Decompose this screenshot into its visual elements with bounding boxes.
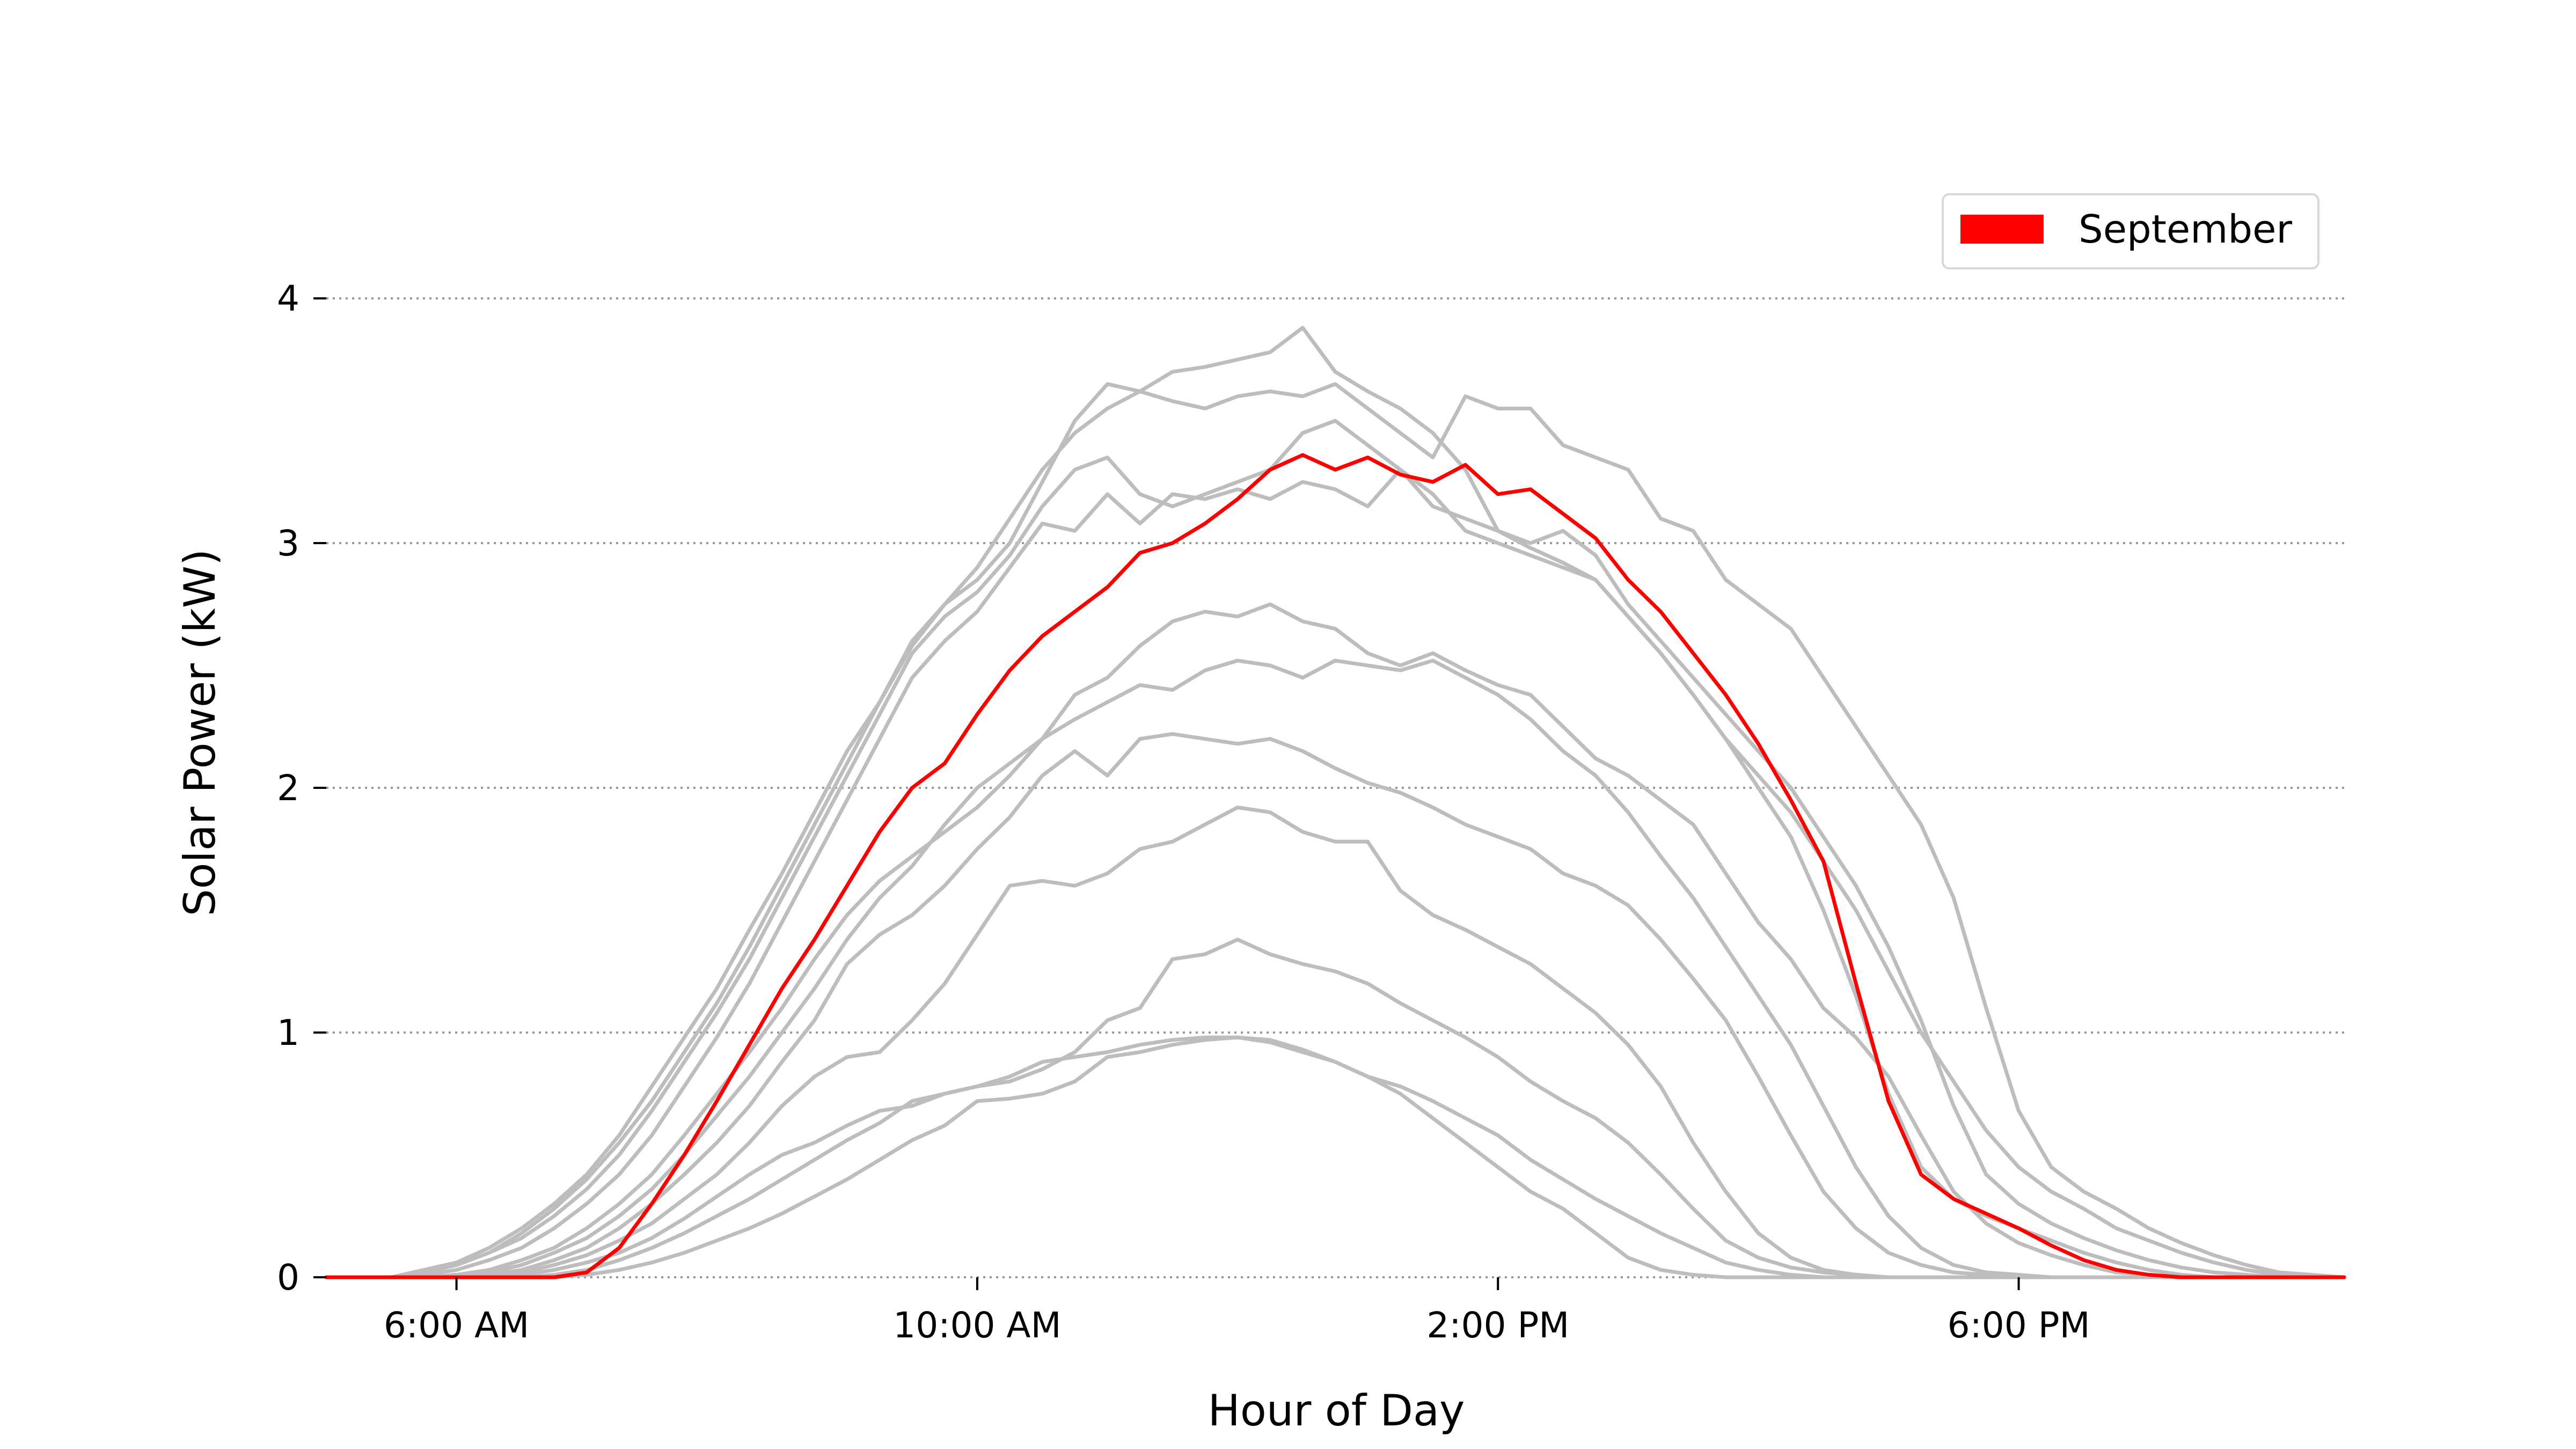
september-series-line xyxy=(324,453,2346,1279)
x-tick-label: 6:00 AM xyxy=(384,1305,529,1346)
x-axis-label: Hour of Day xyxy=(1208,1386,1465,1436)
legend-frame xyxy=(1942,193,2319,269)
highlight-month-line xyxy=(324,453,2346,1279)
y-tick-label: 1 xyxy=(277,1012,299,1053)
axis-labels: Hour of Day Solar Power (kW) xyxy=(175,549,1465,1436)
y-axis-label: Solar Power (kW) xyxy=(175,549,225,916)
month-series-line-11 xyxy=(324,1035,2346,1279)
month-series-line-5 xyxy=(324,602,2346,1279)
other-months-lines xyxy=(324,326,2346,1279)
month-series-line-9 xyxy=(324,938,2346,1279)
month-series-line-6 xyxy=(324,658,2346,1279)
axes: 0 1 2 3 4 6:00 AM 10:00 AM 2:00 PM 6:00 PM xyxy=(277,278,2090,1346)
month-series-line-3 xyxy=(324,419,2346,1279)
x-tick-label: 10:00 AM xyxy=(893,1305,1061,1346)
y-tick-label: 2 xyxy=(277,767,299,809)
month-series-line-4 xyxy=(324,467,2346,1279)
legend: September xyxy=(1942,193,2319,269)
x-tick-label: 6:00 PM xyxy=(1948,1305,2090,1346)
legend-label: September xyxy=(2079,207,2292,252)
y-tick-label: 4 xyxy=(277,278,299,319)
legend-swatch xyxy=(1960,215,2044,244)
y-tick-label: 0 xyxy=(277,1257,299,1298)
x-tick-label: 2:00 PM xyxy=(1426,1305,1569,1346)
month-series-line-2 xyxy=(324,382,2346,1279)
y-tick-label: 3 xyxy=(277,523,299,564)
